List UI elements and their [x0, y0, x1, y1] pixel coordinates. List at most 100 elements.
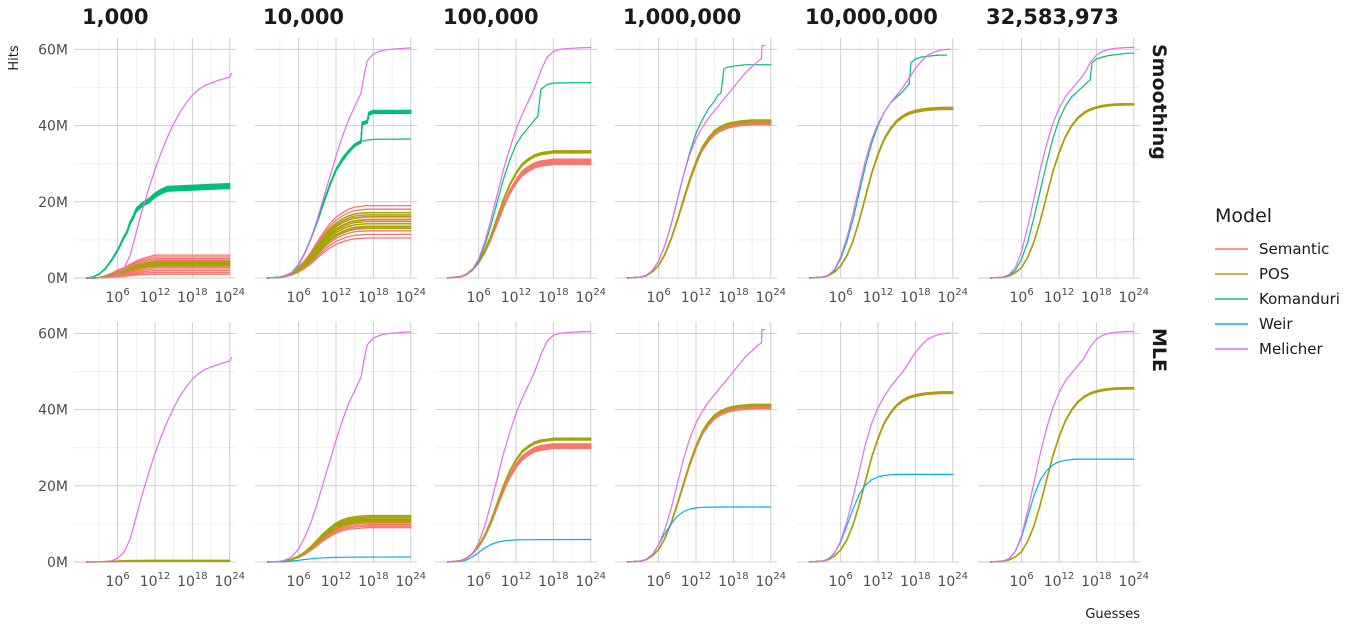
facet-column-title-1: 1,000	[82, 5, 148, 29]
x-tick-label: 106	[287, 287, 311, 306]
series-line-pos	[808, 107, 954, 279]
x-tick-label: 1024	[575, 287, 606, 306]
y-tick-label: 20M	[38, 195, 68, 211]
series-line-pos	[266, 223, 412, 279]
x-tick-label: 1024	[937, 287, 968, 306]
facet-column-title-6: 32,583,973	[986, 5, 1119, 29]
series-line-weir	[446, 538, 592, 563]
legend-label-semantic: Semantic	[1259, 240, 1329, 258]
legend-label-weir: Weir	[1259, 315, 1293, 333]
series-line-weir	[266, 556, 412, 563]
legend-title: Model	[1215, 205, 1272, 227]
series-line-semantic	[626, 405, 772, 563]
x-tick-label: 1018	[1081, 287, 1112, 306]
x-tick-label: 1018	[358, 287, 389, 306]
panel-smoothing-6: 106 1012 1018 1024	[978, 38, 1149, 306]
y-tick-label: 0M	[47, 271, 68, 287]
x-tick-label: 1012	[321, 571, 352, 590]
y-axis-title: Hits	[7, 45, 22, 70]
x-tick-label: 1024	[755, 571, 786, 590]
x-tick-label: 106	[106, 287, 130, 306]
legend-entry-pos: POS	[1215, 265, 1289, 283]
series-line-pos	[626, 119, 772, 279]
legend-entry-melicher: Melicher	[1215, 340, 1323, 358]
x-tick-label: 1018	[900, 571, 931, 590]
series-line-semantic	[808, 392, 954, 563]
series-line-semantic	[989, 104, 1135, 279]
x-tick-label: 1012	[501, 571, 532, 590]
series-line-komanduri	[266, 110, 412, 279]
series-line-pos	[626, 405, 772, 563]
series-line-semantic	[626, 405, 772, 563]
x-tick-label: 106	[106, 571, 130, 590]
legend-entry-semantic: Semantic	[1215, 240, 1329, 258]
x-tick-label: 1018	[177, 287, 208, 306]
series-line-melicher	[808, 48, 951, 279]
x-tick-label: 1012	[140, 287, 171, 306]
series-line-komanduri	[266, 138, 412, 279]
x-tick-label: 1024	[1118, 571, 1149, 590]
legend-label-melicher: Melicher	[1259, 340, 1323, 358]
legend-label-pos: POS	[1259, 265, 1289, 283]
series-line-semantic	[989, 388, 1135, 563]
series-line-pos	[808, 108, 954, 279]
series-line-weir	[626, 506, 772, 563]
x-tick-label: 1018	[900, 287, 931, 306]
series-line-komanduri	[266, 112, 412, 279]
panel-mle-2: 106 1012 1018 1024	[255, 322, 426, 590]
facet-row-label-mle: MLE	[1148, 328, 1170, 372]
series-line-pos	[989, 387, 1135, 563]
x-tick-label: 1012	[863, 571, 894, 590]
x-tick-label: 106	[1010, 571, 1034, 590]
x-tick-label: 1012	[501, 287, 532, 306]
series-line-pos	[446, 151, 592, 279]
series-line-melicher	[626, 329, 766, 563]
series-line-semantic	[266, 222, 412, 279]
legend-entry-weir: Weir	[1215, 315, 1293, 333]
series-line-semantic	[626, 406, 772, 563]
series-line-semantic	[626, 122, 772, 279]
x-tick-label: 1024	[395, 287, 426, 306]
series-line-melicher	[626, 44, 766, 279]
series-line-melicher	[808, 332, 951, 563]
series-line-semantic	[808, 391, 954, 563]
x-tick-label: 1012	[681, 287, 712, 306]
series-line-pos	[989, 104, 1135, 279]
series-line-pos	[989, 387, 1135, 563]
series-line-pos	[626, 404, 772, 563]
series-line-semantic	[626, 120, 772, 279]
x-tick-label: 1024	[755, 287, 786, 306]
y-tick-label: 40M	[38, 403, 68, 419]
x-tick-label: 1024	[214, 287, 245, 306]
series-line-komanduri	[266, 110, 412, 279]
series-line-melicher	[266, 331, 412, 563]
series-line-semantic	[446, 163, 592, 279]
facet-column-title-4: 1,000,000	[623, 5, 741, 29]
series-line-pos	[989, 103, 1135, 279]
series-line-komanduri	[446, 81, 592, 279]
series-line-pos	[808, 392, 954, 563]
panel-mle-4: 106 1012 1018 1024	[615, 322, 786, 590]
y-tick-label: 60M	[38, 326, 68, 342]
series-line-pos	[808, 391, 954, 563]
y-tick-label: 60M	[38, 42, 68, 58]
facet-column-title-2: 10,000	[263, 5, 344, 29]
series-line-semantic	[626, 120, 772, 279]
x-tick-label: 1012	[863, 287, 894, 306]
legend-label-komanduri: Komanduri	[1259, 290, 1340, 308]
x-axis-title: Guesses	[1085, 607, 1140, 622]
series-line-semantic	[626, 123, 772, 279]
series-line-pos	[626, 121, 772, 279]
series-line-melicher	[446, 46, 592, 279]
panel-smoothing-4: 106 1012 1018 1024	[615, 38, 786, 306]
series-line-pos	[266, 227, 412, 279]
panel-mle-5: 106 1012 1018 1024	[797, 322, 968, 590]
x-tick-label: 106	[1010, 287, 1034, 306]
series-line-pos	[446, 439, 592, 563]
panel-mle-3: 106 1012 1018 1024	[435, 322, 606, 590]
facet-column-title-3: 100,000	[443, 5, 539, 29]
x-tick-label: 106	[467, 571, 491, 590]
x-tick-label: 1018	[718, 287, 749, 306]
series-line-komanduri	[266, 112, 412, 279]
x-tick-label: 1024	[937, 571, 968, 590]
